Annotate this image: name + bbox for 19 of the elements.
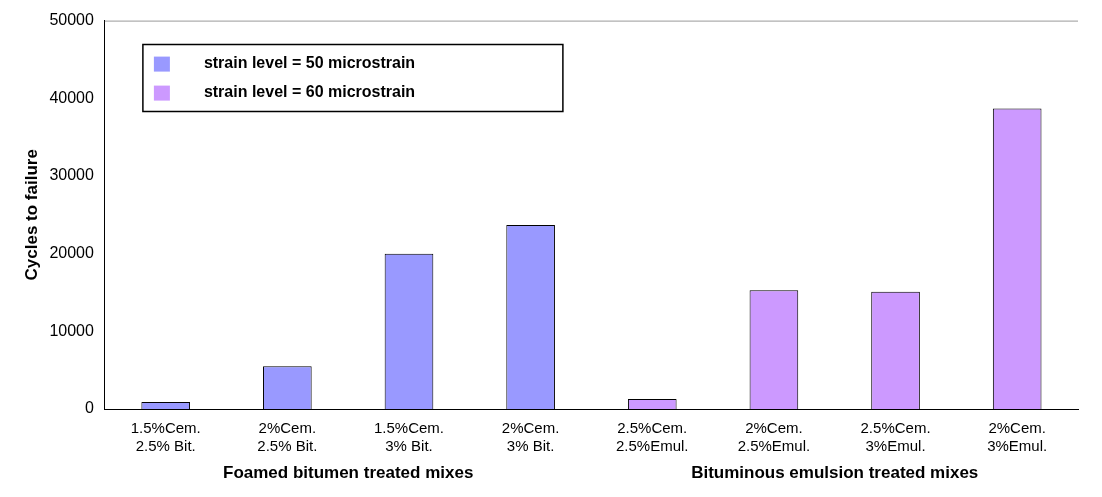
y-tick-label: 40000 [49, 88, 94, 106]
x-tick-label: 2%Cem. 2.5%Emul. [737, 419, 811, 455]
x-tick-label: 2.5%Cem. 3%Emul. [860, 419, 931, 455]
y-tick-label: 10000 [49, 321, 94, 339]
x-tick-label: 2%Cem. 3% Bit. [501, 419, 560, 455]
y-tick-label: 0 [84, 399, 94, 417]
legend-label: strain level = 50 microstrain [203, 54, 416, 72]
y-tick-label: 30000 [49, 166, 94, 184]
y-axis-title: Cycles to failure [21, 149, 41, 281]
x-tick-label: 2.5%Cem. 2.5%Emul. [615, 419, 689, 455]
x-tick-label: 2%Cem. 2.5% Bit. [257, 419, 318, 455]
x-tick-label: 1.5%Cem. 3% Bit. [373, 419, 444, 455]
y-tick-label: 20000 [49, 244, 94, 262]
text: Bituminous emulsion treated mixes [691, 462, 979, 482]
legend-label: strain level = 60 microstrain [203, 83, 416, 101]
x-tick-label: 2%Cem. 3%Emul. [987, 419, 1048, 455]
text: Foamed bitumen treated mixes [223, 462, 474, 482]
y-tick-label: 50000 [49, 11, 94, 29]
x-tick-label: 1.5%Cem. 2.5% Bit. [130, 419, 201, 455]
